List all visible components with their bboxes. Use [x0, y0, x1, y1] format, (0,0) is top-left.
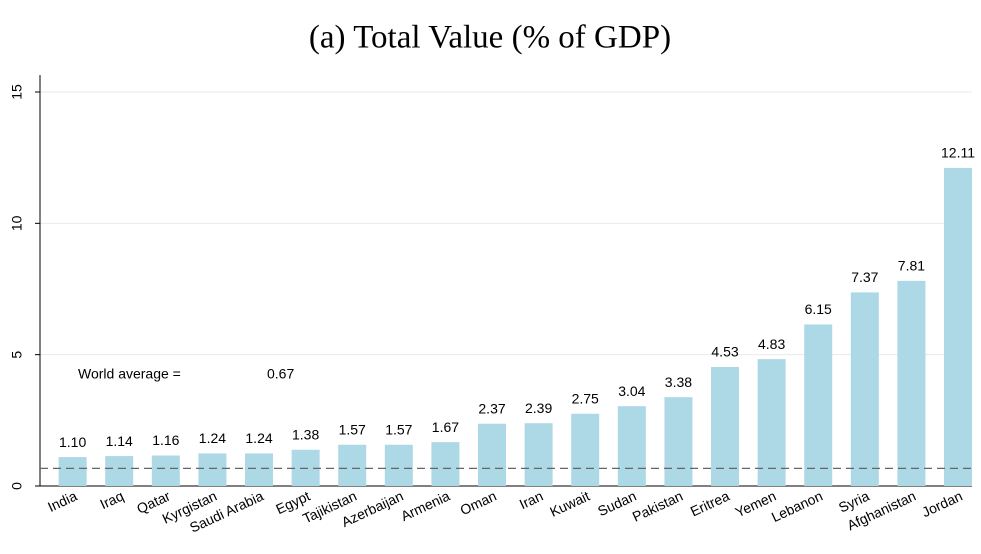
bar [897, 280, 926, 486]
bar [757, 359, 786, 486]
bar [571, 413, 600, 486]
value-label: 1.38 [292, 426, 319, 442]
value-label: 3.04 [618, 383, 645, 399]
bar [850, 292, 879, 486]
value-label: 2.75 [572, 390, 599, 406]
bar [664, 397, 693, 486]
value-label: 1.10 [59, 434, 86, 450]
value-label: 4.53 [711, 344, 738, 360]
annotation-value: 0.67 [267, 366, 294, 382]
chart-title: (a) Total Value (% of GDP) [309, 20, 671, 56]
x-tick-label: Armenia [398, 487, 452, 524]
bar [58, 457, 87, 486]
x-tick-label: Kuwait [547, 488, 592, 520]
value-label: 1.14 [106, 433, 133, 449]
value-label: 1.24 [199, 430, 226, 446]
y-tick-label: 10 [9, 215, 25, 231]
y-tick-label: 5 [9, 351, 25, 359]
value-label: 3.38 [665, 374, 692, 390]
x-tick-label: Iran [517, 488, 546, 513]
bar [338, 444, 367, 486]
bar [944, 167, 973, 487]
x-tick-label: Iraq [97, 488, 126, 513]
value-label: 2.37 [478, 400, 505, 416]
bar [151, 455, 180, 486]
bar [198, 453, 227, 486]
x-tick-label: Lebanon [769, 488, 825, 526]
value-label: 1.57 [385, 421, 412, 437]
value-label: 4.83 [758, 336, 785, 352]
x-tick-label: India [45, 487, 79, 514]
x-tick-label: Oman [458, 488, 499, 519]
bar [478, 423, 507, 486]
value-label: 2.39 [525, 400, 552, 416]
y-tick-label: 0 [9, 482, 25, 490]
bar [524, 423, 553, 486]
value-label: 12.11 [941, 145, 975, 161]
value-label: 1.57 [339, 421, 366, 437]
annotation-label: World average = [78, 366, 181, 382]
bar [245, 453, 274, 486]
bar [431, 442, 460, 486]
x-tick-label: Jordan [919, 488, 965, 521]
value-label: 7.81 [898, 258, 925, 274]
value-label: 1.24 [245, 430, 272, 446]
bar [804, 324, 833, 486]
bar [617, 406, 646, 486]
bar [384, 444, 413, 486]
bar [105, 456, 134, 486]
value-label: 1.16 [152, 432, 179, 448]
value-label: 6.15 [805, 301, 832, 317]
x-tick-label: Pakistan [630, 488, 685, 525]
value-label: 1.67 [432, 419, 459, 435]
value-label: 7.37 [851, 269, 878, 285]
y-tick-label: 15 [9, 84, 25, 100]
bar [711, 367, 740, 486]
x-tick-label: Eritrea [688, 487, 732, 519]
